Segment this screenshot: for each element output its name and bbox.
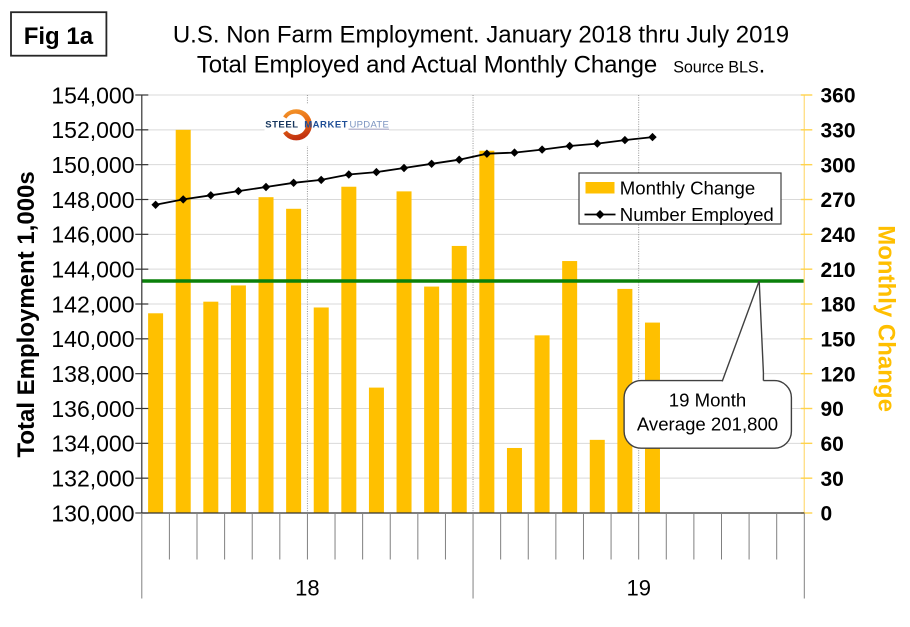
svg-text:270: 270: [821, 189, 856, 212]
svg-text:148,000: 148,000: [51, 187, 134, 213]
svg-text:136,000: 136,000: [51, 396, 134, 422]
svg-text:154,000: 154,000: [51, 82, 134, 108]
svg-text:19 Month: 19 Month: [669, 389, 747, 410]
svg-text:Number Employed: Number Employed: [620, 204, 774, 225]
svg-text:MARKET: MARKET: [304, 120, 348, 131]
svg-text:180: 180: [821, 294, 856, 317]
svg-text:146,000: 146,000: [51, 222, 134, 248]
svg-text:Total Employment 1,000s: Total Employment 1,000s: [13, 171, 40, 457]
svg-text:Monthly Change: Monthly Change: [620, 177, 755, 198]
svg-text:Fig 1a: Fig 1a: [24, 23, 94, 50]
svg-text:30: 30: [821, 468, 844, 491]
svg-text:18: 18: [295, 576, 319, 601]
svg-text:210: 210: [821, 259, 856, 282]
svg-text:Monthly Change: Monthly Change: [873, 225, 900, 412]
svg-text:330: 330: [821, 120, 856, 143]
svg-text:240: 240: [821, 224, 856, 247]
svg-text:0: 0: [821, 503, 833, 526]
svg-text:138,000: 138,000: [51, 361, 134, 387]
svg-text:360: 360: [821, 85, 856, 108]
svg-text:132,000: 132,000: [51, 465, 134, 491]
svg-text:60: 60: [821, 433, 844, 456]
svg-text:140,000: 140,000: [51, 326, 134, 352]
svg-text:144,000: 144,000: [51, 256, 134, 282]
svg-text:U.S. Non Farm Employment. Janu: U.S. Non Farm Employment. January 2018 t…: [173, 22, 789, 49]
svg-text:STEEL: STEEL: [265, 120, 298, 131]
svg-text:150: 150: [821, 329, 856, 352]
svg-text:120: 120: [821, 363, 856, 386]
svg-text:Average 201,800: Average 201,800: [637, 414, 778, 435]
svg-text:300: 300: [821, 154, 856, 177]
svg-text:134,000: 134,000: [51, 431, 134, 457]
svg-text:UPDATE: UPDATE: [350, 120, 390, 131]
svg-text:19: 19: [626, 576, 650, 601]
svg-text:142,000: 142,000: [51, 291, 134, 317]
svg-text:152,000: 152,000: [51, 117, 134, 143]
svg-text:150,000: 150,000: [51, 152, 134, 178]
svg-text:130,000: 130,000: [51, 500, 134, 526]
svg-text:90: 90: [821, 398, 844, 421]
